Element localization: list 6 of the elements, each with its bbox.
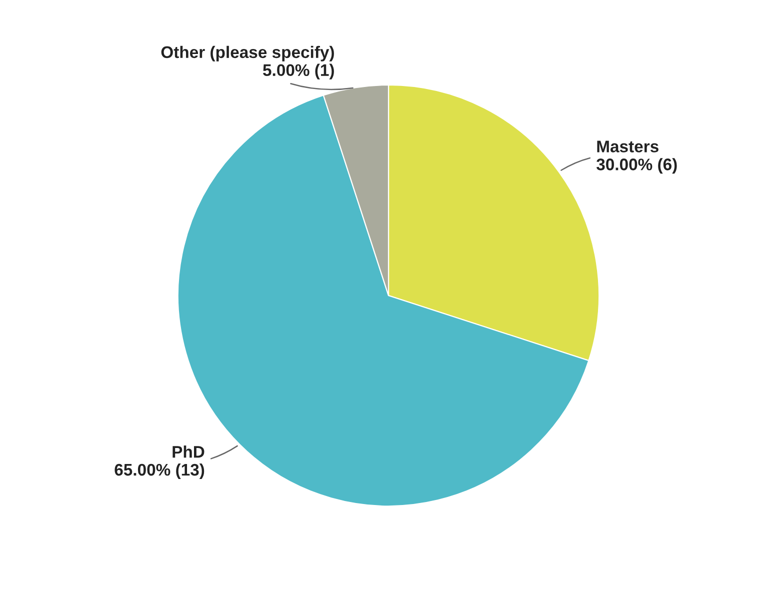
slice-label: Other (please specify): [161, 46, 334, 62]
slice-label: PhD: [172, 445, 204, 458]
data-label: 65.00% (13): [114, 463, 204, 479]
data-label: 5.00% (1): [263, 64, 334, 80]
slice-label: Masters: [597, 140, 658, 152]
data-label: 30.00% (6): [596, 158, 677, 174]
